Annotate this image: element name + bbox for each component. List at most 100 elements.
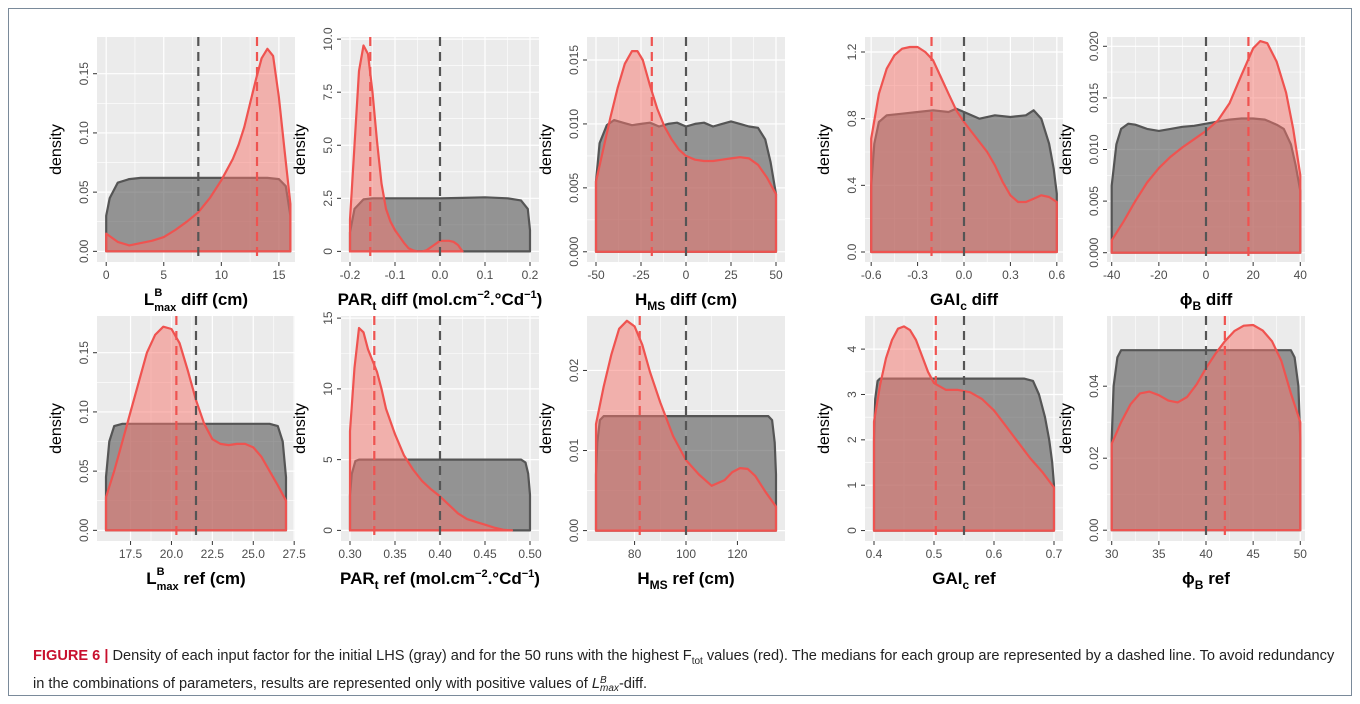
x-tick-label: 50 xyxy=(1294,547,1308,561)
x-axis-label: ϕB ref xyxy=(1182,569,1230,592)
y-tick-label: 0.005 xyxy=(567,173,581,203)
density-area-top-runs xyxy=(594,319,778,532)
y-tick-label: 0.015 xyxy=(1087,83,1101,113)
y-axis-label: density xyxy=(48,403,65,454)
x-tick-label: -0.3 xyxy=(907,268,928,282)
caption-math-base: L xyxy=(591,675,601,692)
x-tick-label: 0.30 xyxy=(338,547,362,561)
y-tick-label: 1 xyxy=(845,482,859,489)
chart-panel-p4: -0.6 -0.3 0.0 0.3 0.6 0.0 0.4 0.8 1.2 density GAIc… xyxy=(816,37,1065,313)
x-axis-label: GAIc diff xyxy=(930,290,998,313)
x-tick-label: 22.5 xyxy=(201,547,225,561)
caption-math-sub: max xyxy=(600,682,619,694)
x-tick-label: 0 xyxy=(683,268,690,282)
x-tick-label: 100 xyxy=(676,547,696,561)
x-axis-label: GAIc ref xyxy=(932,569,996,592)
x-tick-label: 0.50 xyxy=(518,547,542,561)
y-axis-label: density xyxy=(538,124,555,175)
y-tick-label: 10 xyxy=(321,382,335,396)
y-tick-label: 7.5 xyxy=(321,84,335,101)
x-axis-label: PARt ref (mol.cm−2.°Cd−1) xyxy=(340,568,540,592)
x-tick-label: 0 xyxy=(1203,268,1210,282)
chart-panel-p2: -0.2 -0.1 0.0 0.1 0.2 0 2.5 5.0 7.5 10.0 density PA… xyxy=(292,27,542,313)
x-tick-label: 50 xyxy=(769,268,783,282)
x-axis-label: LB max diff (cm) xyxy=(144,287,248,314)
figure-frame: 0 5 10 15 0.00 0.05 0.10 0.15 density LB max diff … xyxy=(8,8,1352,696)
y-axis-label: density xyxy=(1058,403,1075,454)
density-area-top-runs xyxy=(105,47,292,253)
y-tick-label: 0.10 xyxy=(77,400,91,424)
y-tick-label: 10.0 xyxy=(321,27,335,51)
y-tick-label: 5.0 xyxy=(321,137,335,154)
x-tick-label: 40 xyxy=(1294,268,1308,282)
y-tick-label: 0.02 xyxy=(1087,446,1101,470)
chart-panel-p10: 30 35 40 45 50 0.00 0.02 0.04 density ϕB ref xyxy=(1058,316,1307,592)
y-tick-label: 0.02 xyxy=(567,358,581,382)
y-tick-label: 0.4 xyxy=(845,177,859,194)
x-tick-label: 0.45 xyxy=(473,547,497,561)
x-tick-label: 17.5 xyxy=(119,547,143,561)
x-tick-label: 0.5 xyxy=(926,547,943,561)
y-tick-label: 0.15 xyxy=(77,341,91,365)
y-tick-label: 2 xyxy=(845,436,859,443)
x-tick-label: 0.0 xyxy=(432,268,449,282)
x-tick-label: 5 xyxy=(160,268,167,282)
x-tick-label: 45 xyxy=(1246,547,1260,561)
x-tick-label: 0.40 xyxy=(428,547,452,561)
y-tick-label: 0 xyxy=(321,248,335,255)
x-tick-label: 0.0 xyxy=(956,268,973,282)
x-tick-label: 25 xyxy=(724,268,738,282)
x-tick-label: 0.3 xyxy=(1002,268,1019,282)
x-tick-label: 0.4 xyxy=(866,547,883,561)
chart-panel-p8: 80 100 120 0.00 0.01 0.02 density HMS ref (cm) xyxy=(538,316,785,592)
y-tick-label: 0.010 xyxy=(1087,134,1101,164)
x-tick-label: -0.6 xyxy=(861,268,882,282)
y-tick-label: 0.00 xyxy=(77,518,91,542)
x-tick-label: -25 xyxy=(632,268,650,282)
y-tick-label: 0.000 xyxy=(1087,237,1101,267)
x-tick-label: -0.2 xyxy=(340,268,361,282)
x-axis-label: LB max ref (cm) xyxy=(146,566,245,593)
y-axis-label: density xyxy=(1058,124,1075,175)
y-tick-label: 0.10 xyxy=(77,121,91,145)
y-tick-label: 0.00 xyxy=(1087,518,1101,542)
x-tick-label: 30 xyxy=(1105,547,1119,561)
y-tick-label: 0.15 xyxy=(77,62,91,86)
y-tick-label: 5 xyxy=(321,456,335,463)
caption-text-1: Density of each input factor for the ini… xyxy=(108,648,692,664)
x-tick-label: 10 xyxy=(215,268,229,282)
caption-math-sup: B xyxy=(600,674,607,686)
chart-panel-p9: 0.4 0.5 0.6 0.7 0 1 2 3 4 density GAIc ref xyxy=(816,316,1063,592)
x-tick-label: -0.1 xyxy=(385,268,406,282)
x-axis-label: HMS ref (cm) xyxy=(637,569,734,592)
x-tick-label: 0.1 xyxy=(477,268,494,282)
y-tick-label: 0.015 xyxy=(567,45,581,75)
y-axis-label: density xyxy=(292,124,309,175)
x-tick-label: 20.0 xyxy=(160,547,184,561)
y-tick-label: 0.05 xyxy=(77,180,91,204)
density-area-top-runs xyxy=(348,44,464,253)
y-axis-label: density xyxy=(292,403,309,454)
x-tick-label: 27.5 xyxy=(283,547,307,561)
density-area-top-runs xyxy=(348,326,514,532)
x-axis-label: ϕB diff xyxy=(1180,290,1233,313)
y-tick-label: 2.5 xyxy=(321,190,335,207)
x-tick-label: 35 xyxy=(1152,547,1166,561)
caption-label: FIGURE 6 | xyxy=(33,648,109,664)
x-tick-label: 0.2 xyxy=(522,268,539,282)
y-axis-label: density xyxy=(538,403,555,454)
figure-caption: FIGURE 6 | Density of each input factor … xyxy=(33,645,1343,695)
chart-panel-p3: -50 -25 0 25 50 0.000 0.005 0.010 0.015 density HM… xyxy=(538,37,785,313)
y-tick-label: 0 xyxy=(321,527,335,534)
y-tick-label: 4 xyxy=(845,345,859,352)
y-tick-label: 3 xyxy=(845,391,859,398)
y-axis-label: density xyxy=(816,403,833,454)
y-tick-label: 1.2 xyxy=(845,43,859,60)
y-axis-label: density xyxy=(48,124,65,175)
x-tick-label: 25.0 xyxy=(242,547,266,561)
chart-panel-p1: 0 5 10 15 0.00 0.05 0.10 0.15 density LB max diff … xyxy=(48,37,295,314)
y-tick-label: 0.010 xyxy=(567,109,581,139)
x-tick-label: 0.35 xyxy=(383,547,407,561)
y-tick-label: 0.005 xyxy=(1087,186,1101,216)
